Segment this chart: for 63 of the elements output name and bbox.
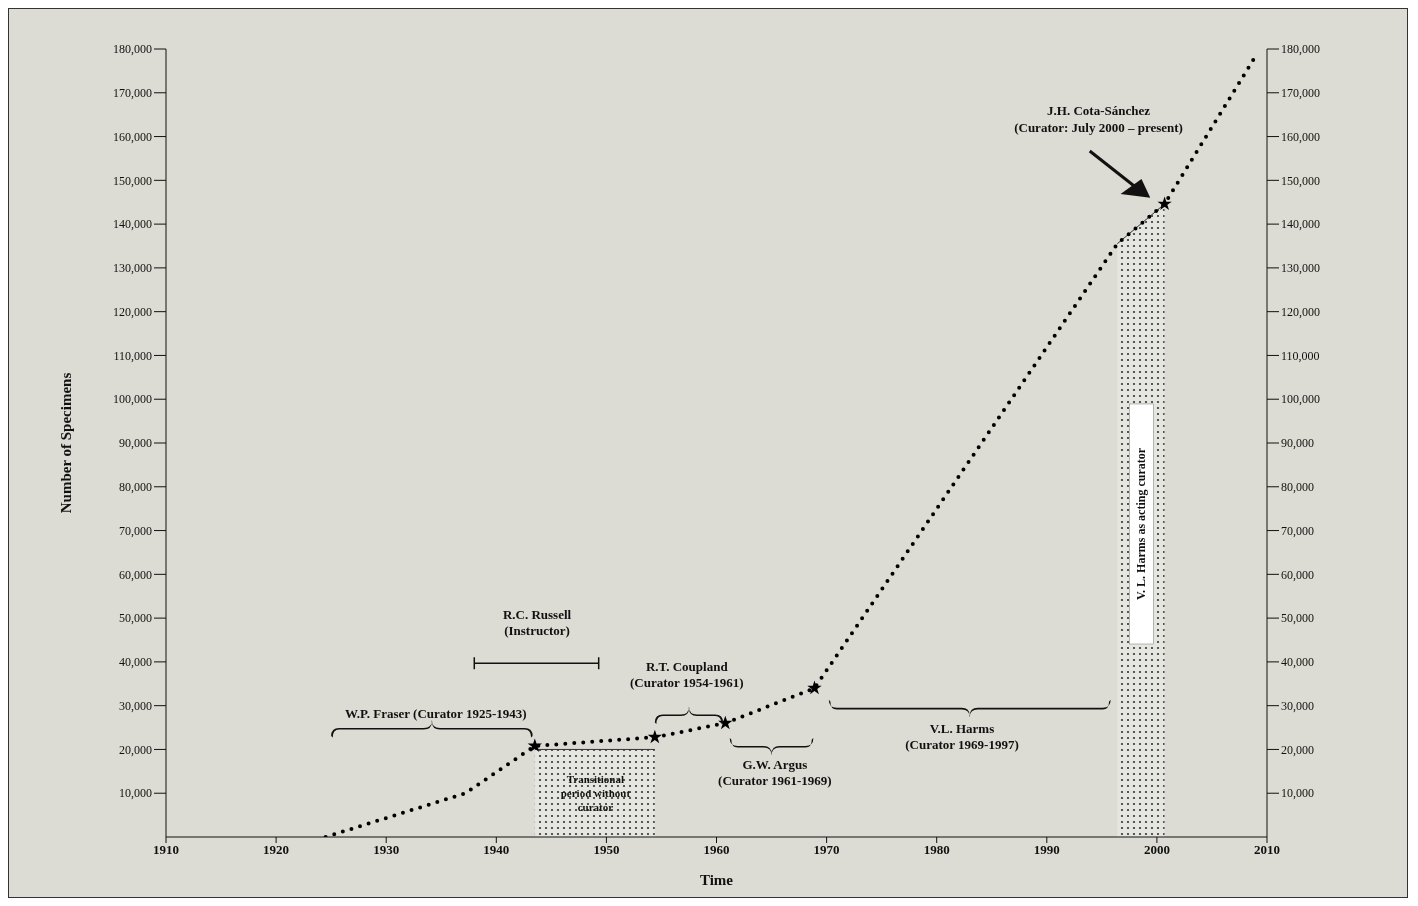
annotation: V. L. Harms as acting curator bbox=[1134, 447, 1149, 601]
y-tick-label: 30,000 bbox=[119, 698, 152, 713]
y-tick-label: 80,000 bbox=[119, 480, 152, 495]
y-tick-label: 90,000 bbox=[119, 436, 152, 451]
point bbox=[718, 715, 733, 730]
x-axis-title: Time bbox=[699, 872, 734, 888]
annotation: J.H. Cota-Sánchez (Curator: July 2000 – present) bbox=[1014, 103, 1183, 135]
x-tick-label: 1940 bbox=[483, 842, 510, 858]
y2-tick-label: 50,000 bbox=[1281, 611, 1314, 626]
y-tick-label: 20,000 bbox=[119, 742, 152, 757]
y-tick-label: 180,000 bbox=[113, 42, 152, 57]
y2-tick-label: 60,000 bbox=[1281, 567, 1314, 582]
y-tick-label: 50,000 bbox=[119, 611, 152, 626]
x-tick-label: 1970 bbox=[813, 842, 840, 858]
y-axis-title: Number of Specimens bbox=[58, 372, 75, 514]
y2-tick-label: 80,000 bbox=[1281, 480, 1314, 495]
x-tick-label: 1930 bbox=[373, 842, 400, 858]
y2-tick-label: 40,000 bbox=[1281, 655, 1314, 670]
y2-tick-label: 100,000 bbox=[1281, 392, 1320, 407]
x-tick-label: 1990 bbox=[1033, 842, 1060, 858]
y2-tick-label: 170,000 bbox=[1281, 86, 1320, 101]
y2-tick-label: 110,000 bbox=[1281, 348, 1320, 363]
y-tick-label: 150,000 bbox=[113, 173, 152, 188]
y-tick-label: 60,000 bbox=[119, 567, 152, 582]
y2-tick-label: 120,000 bbox=[1281, 304, 1320, 319]
y-tick-label: 110,000 bbox=[113, 348, 152, 363]
y-tick-label: 40,000 bbox=[119, 655, 152, 670]
point bbox=[807, 680, 822, 695]
x-tick-label: 1950 bbox=[593, 842, 620, 858]
x-tick-label: 1960 bbox=[703, 842, 730, 858]
y2-tick-label: 30,000 bbox=[1281, 698, 1314, 713]
y2-tick-label: 90,000 bbox=[1281, 436, 1314, 451]
x-tick-label: 1910 bbox=[153, 842, 179, 858]
annotation: W.P. Fraser (Curator 1925-1943) bbox=[344, 705, 527, 721]
y2-tick-label: 20,000 bbox=[1281, 742, 1314, 757]
y2-tick-label: 70,000 bbox=[1281, 523, 1314, 538]
y-tick-label: 100,000 bbox=[113, 392, 152, 407]
point bbox=[647, 729, 663, 744]
annotation: Transitional period without curator bbox=[560, 773, 631, 813]
x-tick-label: 1980 bbox=[923, 842, 950, 858]
y2-tick-label: 130,000 bbox=[1281, 261, 1320, 276]
x-tick-label: 2010 bbox=[1254, 842, 1280, 858]
y2-tick-label: 160,000 bbox=[1281, 129, 1320, 144]
x-tick-label: 1920 bbox=[263, 842, 290, 858]
point bbox=[1157, 196, 1172, 211]
annotation: G.W. Argus (Curator 1961-1969) bbox=[718, 756, 832, 788]
point bbox=[527, 738, 543, 753]
y-tick-label: 160,000 bbox=[113, 129, 152, 144]
y-tick-label: 120,000 bbox=[113, 304, 152, 319]
y2-tick-label: 150,000 bbox=[1281, 173, 1320, 188]
annotation: V.L. Harms (Curator 1969-1997) bbox=[905, 720, 1019, 752]
line-series bbox=[323, 57, 1256, 837]
x-tick-label: 2000 bbox=[1143, 842, 1170, 858]
y-tick-label: 170,000 bbox=[113, 86, 152, 101]
y-tick-label: 130,000 bbox=[113, 261, 152, 276]
y-tick-label: 70,000 bbox=[119, 523, 152, 538]
y2-tick-label: 140,000 bbox=[1281, 217, 1320, 232]
annotation: R.C. Russell (Instructor) bbox=[502, 606, 572, 639]
annotation: R.T. Coupland (Curator 1954-1961) bbox=[630, 658, 744, 690]
y2-tick-label: 10,000 bbox=[1281, 786, 1314, 801]
y-tick-label: 10,000 bbox=[119, 786, 152, 801]
y-tick-label: 140,000 bbox=[113, 217, 152, 232]
y2-tick-label: 180,000 bbox=[1281, 42, 1320, 57]
